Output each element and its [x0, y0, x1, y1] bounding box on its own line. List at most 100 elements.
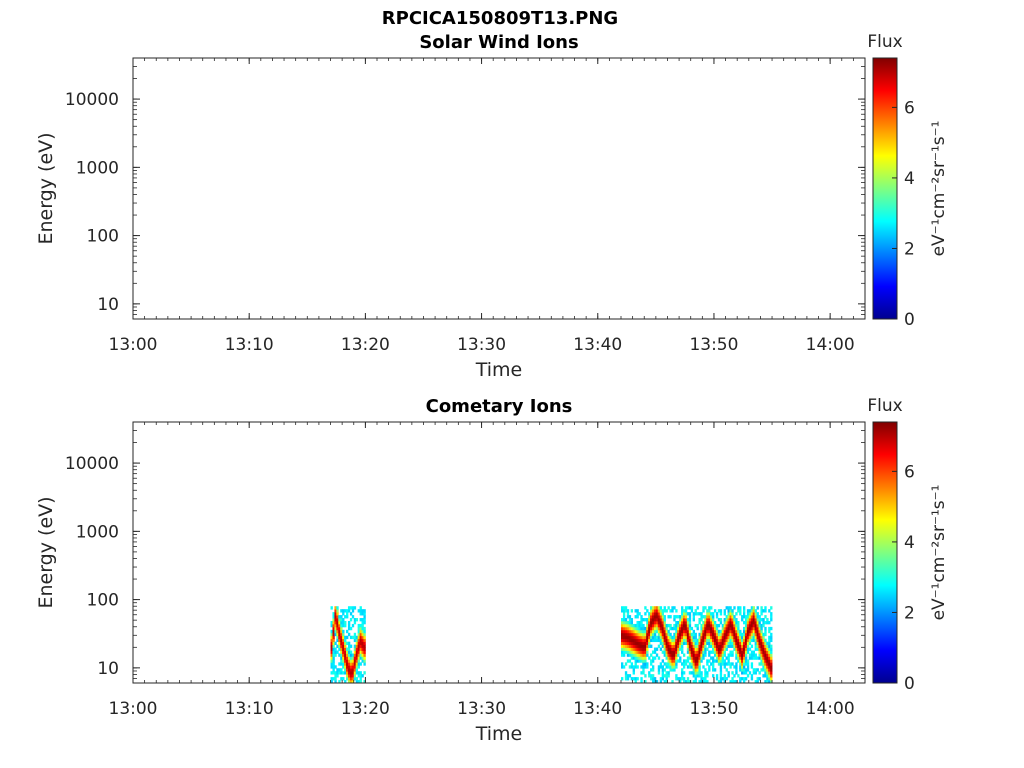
spectrogram-cell [725, 647, 728, 651]
spectrogram-cell [752, 618, 756, 622]
spectrogram-cell [353, 635, 357, 640]
spectrogram-cell [363, 653, 366, 657]
spectrogram-cell [661, 641, 665, 646]
spectrogram-cell [713, 623, 717, 628]
spectrogram-cell [651, 609, 655, 613]
spectrogram-cell [661, 659, 665, 663]
spectrogram-cell [717, 662, 721, 666]
spectrogram-cell [650, 662, 653, 666]
spectrogram-cell [723, 609, 726, 613]
spectrogram-cell [754, 623, 757, 628]
spectrogram-cell [758, 641, 761, 646]
spectrogram-cell [710, 626, 713, 631]
spectrogram-cell [737, 674, 740, 678]
spectrogram-cell [752, 615, 756, 619]
spectrogram-cell [628, 626, 632, 631]
spectrogram-cell [746, 659, 750, 663]
spectrogram-cell [743, 620, 746, 625]
spectrogram-cell [731, 629, 734, 634]
spectrogram-cell [626, 674, 630, 678]
spectrogram-cell [733, 641, 736, 646]
spectrogram-cell [659, 632, 663, 637]
spectrogram-cell [351, 615, 355, 619]
spectrogram-cell [621, 644, 624, 648]
spectrogram-cell [692, 680, 695, 684]
spectrogram-cell [646, 626, 649, 631]
spectrogram-cell [353, 618, 357, 622]
spectrogram-cell [624, 635, 628, 640]
spectrogram-cell [634, 626, 637, 631]
spectrogram-cell [679, 644, 682, 648]
spectrogram-cell [760, 632, 763, 637]
spectrogram-cell [634, 623, 637, 628]
panel-title: Cometary Ions [426, 396, 573, 417]
spectrogram-cell [704, 644, 707, 648]
spectrogram-cell [698, 671, 701, 675]
spectrogram-cell [669, 644, 672, 648]
spectrogram-cell [692, 629, 695, 634]
spectrogram-cell [626, 641, 630, 646]
spectrogram-cell [727, 612, 730, 616]
spectrogram-cell [768, 609, 771, 613]
spectrogram-cell [692, 656, 695, 660]
spectrogram-cell [347, 659, 351, 663]
spectrogram-cell [624, 632, 628, 637]
spectrogram-cell [334, 612, 337, 616]
spectrogram-cell [347, 644, 351, 648]
spectrogram-cell [731, 650, 734, 654]
spectrogram-cell [717, 650, 721, 654]
spectrogram-cell [653, 677, 657, 681]
spectrogram-cell [684, 629, 688, 634]
spectrogram-cell [729, 653, 732, 657]
spectrogram-cell [359, 662, 362, 666]
spectrogram-cell [679, 677, 682, 681]
y-tick-label: 100 [87, 227, 119, 247]
spectrogram-cell [698, 665, 701, 669]
spectrogram-cell [708, 668, 711, 672]
spectrogram-cell [719, 612, 723, 616]
spectrogram-cell [741, 659, 744, 663]
spectrogram-cell [650, 659, 653, 663]
spectrogram-cell [347, 620, 351, 625]
spectrogram-cell [766, 656, 769, 660]
spectrogram-cell [698, 659, 701, 663]
spectrogram-cell [338, 638, 341, 643]
spectrogram-cell [768, 635, 771, 640]
spectrogram-cell [758, 638, 761, 643]
spectrogram-cell [665, 638, 668, 643]
spectrogram-cell [715, 615, 719, 619]
spectrogram-cell [717, 659, 721, 663]
spectrogram-cell [725, 656, 728, 660]
spectrogram-cell [766, 674, 769, 678]
spectrogram-cell [349, 626, 353, 631]
spectrogram-cell [744, 662, 748, 666]
spectrogram-cell [642, 644, 645, 648]
spectrogram-cell [363, 618, 366, 622]
spectrogram-cell [719, 609, 723, 613]
spectrogram-cell [363, 656, 366, 660]
spectrogram-cell [628, 623, 632, 628]
spectrogram-cell [750, 623, 754, 628]
spectrogram-cell [741, 653, 744, 657]
spectrogram-cell [336, 668, 339, 672]
spectrogram-cell [644, 647, 647, 651]
spectrogram-cell [661, 671, 665, 675]
spectrogram-cell [681, 618, 684, 622]
spectrogram-cell [651, 674, 655, 678]
spectrogram-cell [733, 632, 736, 637]
spectrogram-cell [739, 638, 742, 643]
spectrogram-cell [766, 644, 769, 648]
spectrogram-cell [762, 668, 765, 672]
spectrogram-cell [628, 650, 632, 654]
spectrogram-cell [679, 635, 682, 640]
spectrogram-cell [347, 609, 351, 613]
spectrogram-cell [363, 620, 366, 625]
spectrogram-cell [651, 606, 655, 610]
spectrogram-cell [733, 615, 736, 619]
spectrogram-cell [694, 680, 697, 684]
spectrogram-cell [762, 656, 765, 660]
spectrogram-cell [644, 680, 647, 684]
spectrogram-cell [644, 650, 647, 654]
spectrogram-cell [713, 668, 717, 672]
y-axis-label: Energy (eV) [35, 496, 57, 608]
